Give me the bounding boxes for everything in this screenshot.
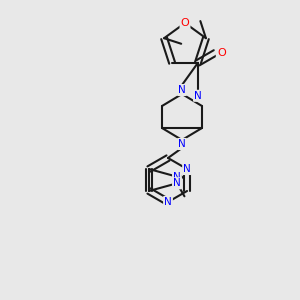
Text: N: N xyxy=(178,85,186,95)
Text: O: O xyxy=(217,48,226,58)
Text: N: N xyxy=(173,178,181,188)
Text: N: N xyxy=(178,139,186,149)
Text: N: N xyxy=(194,91,202,101)
Text: N: N xyxy=(173,172,181,182)
Text: O: O xyxy=(181,18,189,28)
Text: N: N xyxy=(183,164,191,174)
Text: N: N xyxy=(164,197,172,207)
